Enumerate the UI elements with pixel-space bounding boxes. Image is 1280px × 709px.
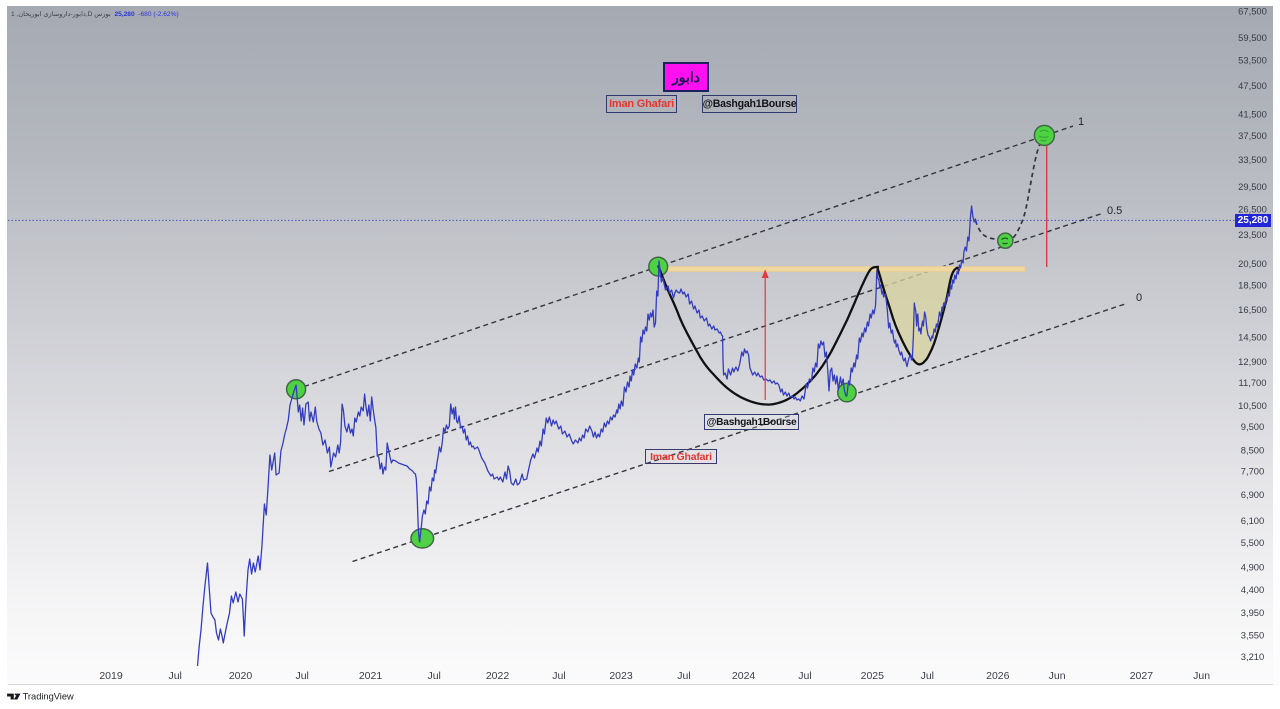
svg-text:4,400: 4,400 [1241, 584, 1264, 595]
svg-text:12,900: 12,900 [1238, 356, 1267, 367]
svg-text:0: 0 [1136, 292, 1142, 304]
svg-text:5,500: 5,500 [1241, 537, 1264, 548]
svg-text:8,500: 8,500 [1241, 445, 1264, 456]
svg-text:Jul: Jul [798, 670, 811, 682]
svg-text:2022: 2022 [486, 670, 510, 682]
svg-text:9,500: 9,500 [1241, 421, 1264, 432]
svg-text:18,500: 18,500 [1238, 280, 1267, 291]
svg-text:2027: 2027 [1130, 670, 1154, 682]
svg-text:7,700: 7,700 [1241, 466, 1264, 477]
svg-text:41,500: 41,500 [1238, 108, 1267, 119]
svg-text:2024: 2024 [732, 670, 756, 682]
svg-text:Jul: Jul [552, 670, 565, 682]
svg-text:16,500: 16,500 [1238, 304, 1267, 315]
svg-text:2019: 2019 [99, 670, 123, 682]
svg-text:Jul: Jul [427, 670, 440, 682]
svg-text:47,500: 47,500 [1238, 80, 1267, 91]
svg-text:6,900: 6,900 [1241, 489, 1264, 500]
svg-text:6,100: 6,100 [1241, 515, 1264, 526]
svg-text:29,500: 29,500 [1238, 181, 1267, 192]
svg-text:67,500: 67,500 [1238, 6, 1267, 17]
svg-text:2026: 2026 [986, 670, 1010, 682]
svg-text:Jul: Jul [168, 670, 181, 682]
svg-text:0.5: 0.5 [1107, 205, 1122, 217]
svg-text:2020: 2020 [229, 670, 253, 682]
svg-text:3,210: 3,210 [1241, 651, 1264, 662]
svg-text:Jun: Jun [1193, 670, 1210, 682]
svg-text:37,500: 37,500 [1238, 130, 1267, 141]
svg-text:2023: 2023 [609, 670, 633, 682]
svg-text:3,950: 3,950 [1241, 607, 1264, 618]
svg-text:Jul: Jul [677, 670, 690, 682]
svg-text:53,500: 53,500 [1238, 55, 1267, 66]
svg-text:59,500: 59,500 [1238, 32, 1267, 43]
svg-text:26,500: 26,500 [1238, 204, 1267, 215]
svg-text:Jul: Jul [921, 670, 934, 682]
svg-text:2021: 2021 [359, 670, 383, 682]
svg-text:20,500: 20,500 [1238, 258, 1267, 269]
svg-text:33,500: 33,500 [1238, 154, 1267, 165]
svg-text:2025: 2025 [861, 670, 885, 682]
svg-text:Jun: Jun [1049, 670, 1066, 682]
svg-text:3,550: 3,550 [1241, 630, 1264, 641]
svg-text:Jul: Jul [295, 670, 308, 682]
svg-text:11,700: 11,700 [1239, 377, 1267, 388]
svg-text:4,900: 4,900 [1241, 561, 1264, 572]
svg-text:23,500: 23,500 [1238, 229, 1267, 240]
svg-text:14,500: 14,500 [1238, 331, 1267, 342]
svg-text:10,500: 10,500 [1238, 400, 1267, 411]
svg-text:1: 1 [1078, 116, 1084, 128]
svg-text:TradingView: TradingView [23, 692, 74, 702]
